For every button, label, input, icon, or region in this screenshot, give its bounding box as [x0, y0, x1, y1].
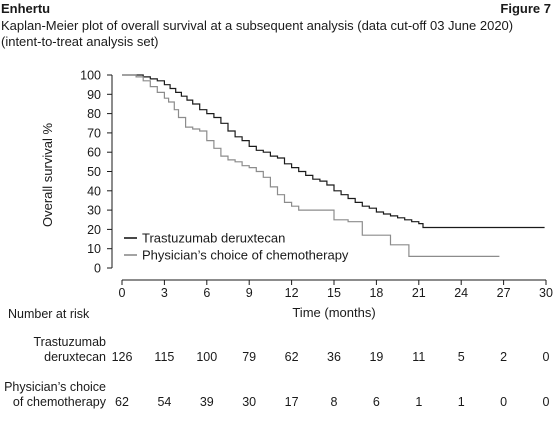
risk-count: 30: [242, 395, 257, 409]
y-tick-label: 20: [87, 223, 101, 237]
x-tick-label: 27: [497, 286, 511, 300]
x-tick-label: 21: [412, 286, 426, 300]
x-axis-label: Time (months): [292, 305, 375, 320]
risk-count: 11: [412, 350, 426, 364]
risk-table-title: Number at risk: [8, 307, 90, 321]
series-line-chemotherapy: [122, 74, 500, 257]
risk-count: 0: [542, 350, 550, 364]
x-tick-label: 6: [203, 286, 210, 300]
y-axis-label: Overall survival %: [40, 123, 55, 227]
y-tick-label: 70: [87, 126, 101, 140]
risk-count: 0: [500, 395, 508, 409]
risk-count: 115: [154, 350, 175, 364]
plot-axes: 0 10 20 30 40 50 60 70 80 90 100 0 3 6 9 12 15 18 21 24 27 30: [80, 69, 553, 301]
risk-count: 1: [457, 395, 465, 409]
chart-title: Kaplan-Meier plot of overall survival at…: [1, 18, 514, 49]
x-tick-label: 18: [369, 286, 383, 300]
x-tick-label: 24: [454, 286, 468, 300]
risk-row-label: Trastuzumab deruxtecan: [4, 335, 106, 365]
risk-row-label-line: Physician’s choice: [4, 380, 106, 394]
y-tick-label: 0: [94, 262, 101, 276]
series-line-trastuzumab: [122, 74, 545, 229]
y-tick-label: 40: [87, 184, 101, 198]
legend-entry: Trastuzumab deruxtecan: [142, 231, 285, 246]
x-tick-label: 30: [539, 286, 553, 300]
risk-row-label-line: of chemotherapy: [12, 395, 106, 409]
survival-curves: [122, 74, 545, 257]
y-tick-label: 60: [87, 146, 101, 160]
x-tick-label: 12: [285, 286, 299, 300]
risk-count: 19: [369, 350, 384, 364]
risk-count: 39: [199, 395, 214, 409]
risk-count: 79: [242, 350, 257, 364]
risk-count: 100: [196, 350, 218, 364]
x-tick-label: 15: [327, 286, 341, 300]
y-tick-label: 80: [87, 107, 101, 121]
risk-count: 2: [500, 350, 508, 364]
risk-count: 126: [111, 350, 133, 364]
risk-count: 1: [415, 395, 423, 409]
risk-count: 17: [284, 395, 299, 409]
legend-entry: Physician’s choice of chemotherapy: [142, 248, 349, 263]
x-tick-label: 3: [161, 286, 168, 300]
risk-count: 8: [330, 395, 338, 409]
y-tick-label: 30: [87, 204, 101, 218]
y-tick-label: 10: [87, 242, 101, 256]
risk-count: 62: [284, 350, 299, 364]
legend: Trastuzumab deruxtecan Physician’s choice…: [124, 231, 349, 263]
risk-row-label: Physician’s choice of chemotherapy: [4, 380, 106, 410]
risk-count: 54: [157, 395, 172, 409]
figure-number: Figure 7: [500, 1, 551, 16]
y-tick-label: 100: [80, 69, 101, 83]
risk-count: 62: [115, 395, 129, 409]
risk-count: 5: [457, 350, 465, 364]
risk-row-label-line: Trastuzumab: [33, 335, 106, 349]
risk-count: 36: [327, 350, 341, 364]
risk-count: 0: [542, 395, 550, 409]
x-tick-label: 0: [119, 286, 126, 300]
risk-row-label-line: deruxtecan: [44, 350, 106, 364]
x-tick-label: 9: [246, 286, 253, 300]
risk-count: 6: [372, 395, 380, 409]
brand-name: Enhertu: [1, 1, 51, 16]
y-tick-label: 90: [87, 88, 101, 102]
y-tick-label: 50: [87, 165, 101, 179]
